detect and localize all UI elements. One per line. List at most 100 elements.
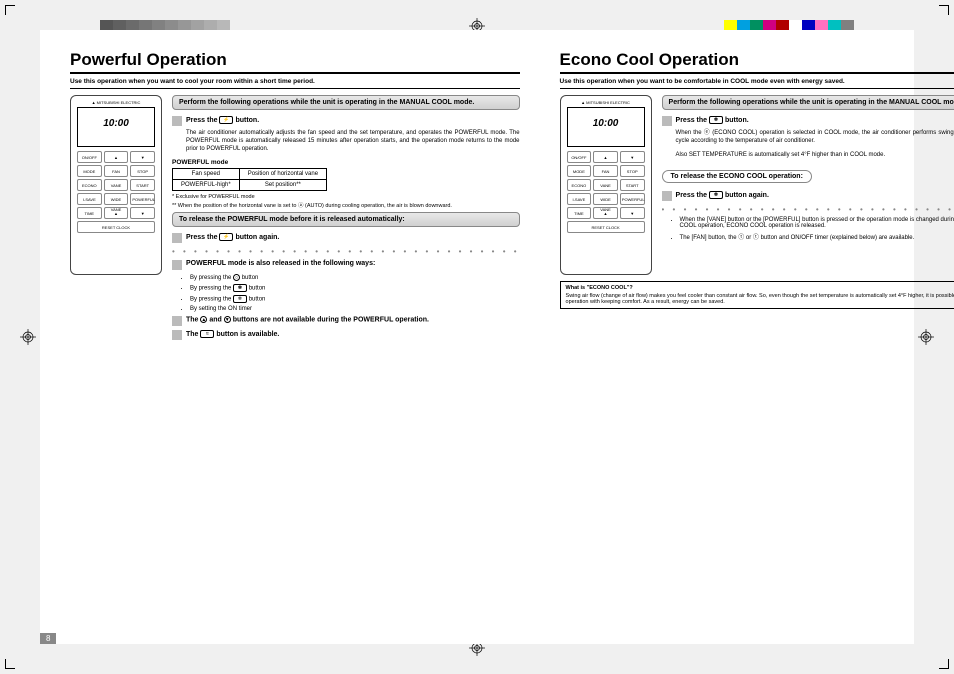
step-marker-icon: [172, 233, 182, 243]
step: The ≈ button is available.: [172, 330, 520, 340]
remote-button: START: [620, 179, 645, 191]
remote-button: STOP: [620, 165, 645, 177]
bullet-list: By pressing the ○ button By pressing the…: [190, 274, 520, 312]
footnote: * Exclusive for POWERFUL mode: [172, 194, 520, 201]
remote-control-illustration: ▲ MITSUBISHI ELECTRIC 10:00 ON/OFF▲▼MODE…: [70, 95, 162, 275]
remote-button: ▼: [130, 207, 155, 219]
step: Press the ⚡ button.: [172, 116, 520, 126]
body-text: Also SET TEMPERATURE is automatically se…: [676, 152, 954, 160]
remote-button: TIME: [567, 207, 592, 219]
remote-brand: ▲ MITSUBISHI ELECTRIC: [565, 100, 647, 105]
list-item: By pressing the ○ button: [190, 274, 520, 281]
remote-button: VANE: [593, 179, 618, 191]
step-marker-icon: [662, 191, 672, 201]
page-content: Powerful Operation Use this operation wh…: [40, 30, 914, 644]
registration-mark-icon: [20, 329, 36, 345]
remote-screen: 10:00: [77, 107, 155, 147]
list-item: By setting the ON timer: [190, 306, 520, 312]
step-text: The: [186, 316, 198, 323]
remote-button: FAN: [593, 165, 618, 177]
remote-button: FAN: [104, 165, 129, 177]
body-text: The air conditioner automatically adjust…: [186, 130, 520, 153]
remote-button: STOP: [130, 165, 155, 177]
body-text: When the ⓔ (ECONO COOL) operation is sel…: [676, 130, 954, 146]
remote-button: ▲: [104, 151, 129, 163]
bullet-text: button: [249, 296, 266, 302]
list-item: The [FAN] button, the ⓣ or ⓣ button and …: [680, 232, 954, 241]
step: POWERFUL mode is also released in the fo…: [172, 260, 520, 270]
step-text: The: [186, 331, 198, 338]
step-text: button.: [235, 117, 259, 124]
remote-button: ON/OFF: [77, 151, 102, 163]
table-title: POWERFUL mode: [172, 159, 520, 166]
info-box-title: What is "ECONO COOL"?: [566, 285, 954, 291]
remote-button: ▲: [104, 207, 129, 219]
remote-button: WIDE VANE: [593, 193, 618, 205]
econo-button-icon: ❄: [233, 295, 247, 303]
page-number: 8: [40, 633, 56, 644]
step-text: button is available.: [216, 331, 279, 338]
footnote: ** When the position of the horizontal v…: [172, 203, 520, 210]
step-marker-icon: [662, 116, 672, 126]
remote-control-illustration: ▲ MITSUBISHI ELECTRIC 10:00 ON/OFF▲▼MODE…: [560, 95, 652, 275]
remote-button: ▲: [593, 151, 618, 163]
bullet-text: button: [249, 285, 266, 291]
fan-button-icon: ✽: [233, 284, 247, 292]
remote-screen: 10:00: [567, 107, 645, 147]
table-header: Fan speed: [173, 169, 240, 180]
step-marker-icon: [172, 260, 182, 270]
remote-time: 10:00: [80, 118, 152, 129]
crop-mark: [5, 659, 15, 669]
remote-button: ▼: [130, 151, 155, 163]
dotted-separator: • • • • • • • • • • • • • • • • • • • • …: [172, 247, 520, 256]
crop-mark: [939, 659, 949, 669]
info-box-body: Swing air flow (change of air flow) make…: [566, 293, 954, 305]
remote-button: RESET CLOCK: [567, 221, 645, 233]
step-text: button.: [725, 117, 749, 124]
remote-button: MODE: [77, 165, 102, 177]
right-column: Econo Cool Operation Use this operation …: [560, 50, 954, 344]
step-text: Press the: [676, 192, 708, 199]
vane-button-icon: ≈: [200, 330, 214, 338]
remote-button: TIME: [77, 207, 102, 219]
step: The ▲ and ▼ buttons are not available du…: [172, 316, 520, 326]
list-item: By pressing the ✽ button: [190, 284, 520, 292]
step: Press the ❄ button again.: [662, 191, 954, 201]
step: Press the ⚡ button again.: [172, 233, 520, 243]
remote-button: POWERFUL: [620, 193, 645, 205]
bullet-text: button: [242, 275, 259, 281]
bullet-list: When the [VANE] button or the [POWERFUL]…: [680, 217, 954, 241]
remote-button: WIDE VANE: [104, 193, 129, 205]
step-text: Press the: [186, 117, 218, 124]
step-text: button again.: [725, 192, 769, 199]
remote-button: START: [130, 179, 155, 191]
remote-button: I-SAVE: [567, 193, 592, 205]
step-text: button again.: [235, 233, 279, 240]
powerful-mode-table: Fan speedPosition of horizontal vane POW…: [172, 168, 327, 191]
stop-button-icon: ○: [233, 274, 240, 281]
remote-time: 10:00: [570, 118, 642, 129]
crop-mark: [5, 5, 15, 15]
remote-button: VANE: [104, 179, 129, 191]
dotted-separator: • • • • • • • • • • • • • • • • • • • • …: [662, 205, 954, 214]
too-cool-icon: ▼: [224, 316, 231, 323]
step-text: Press the: [676, 117, 708, 124]
too-warm-icon: ▲: [200, 316, 207, 323]
step-text: buttons are not available during the POW…: [233, 316, 429, 323]
list-item: By pressing the ❄ button: [190, 295, 520, 303]
step-marker-icon: [172, 116, 182, 126]
bullet-text: By pressing the: [190, 275, 231, 281]
section-title: Powerful Operation: [70, 50, 520, 74]
remote-button: MODE: [567, 165, 592, 177]
bullet-text: By pressing the: [190, 296, 231, 302]
intro-text: Use this operation when you want to cool…: [70, 78, 520, 89]
table-cell: POWERFUL-high*: [173, 180, 240, 191]
remote-brand: ▲ MITSUBISHI ELECTRIC: [75, 100, 157, 105]
remote-button: POWERFUL: [130, 193, 155, 205]
remote-button: I-SAVE: [77, 193, 102, 205]
remote-button: ▼: [620, 151, 645, 163]
info-box: What is "ECONO COOL"? Swing air flow (ch…: [560, 281, 954, 309]
instruction-banner: Perform the following operations while t…: [662, 95, 954, 110]
bullet-text: By pressing the: [190, 285, 231, 291]
step-text: Press the: [186, 233, 218, 240]
